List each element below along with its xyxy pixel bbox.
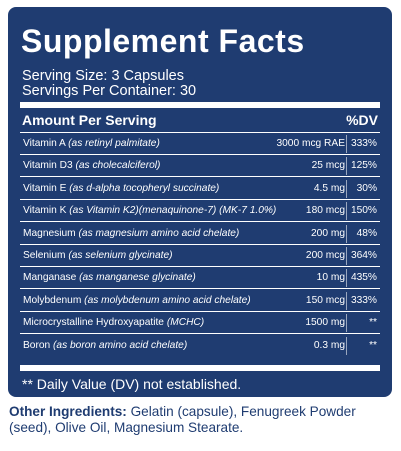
nutrient-source: (as selenium glycinate)	[68, 250, 173, 261]
nutrient-source: (as molybdenum amino acid chelate)	[84, 294, 251, 306]
nutrient-source: (as Vitamin K2)(menaquinone-7) (MK-7 1.0…	[69, 205, 277, 217]
nutrient-row: Microcrystalline Hydroxyapatite (MCHC) 15…	[20, 312, 380, 335]
nutrient-label: Molybdenum	[23, 294, 82, 306]
row-divider	[20, 310, 380, 312]
nutrient-name: Vitamin D3 (as cholecalciferol)	[23, 155, 160, 177]
dv-header: %DV	[346, 112, 378, 128]
nutrient-amount: 10 mg	[316, 272, 345, 284]
column-divider	[346, 179, 347, 198]
nutrient-daily-value: 435%	[350, 272, 377, 284]
nutrient-source: (as manganese glycinate)	[79, 272, 196, 284]
nutrient-amount: 150 mcg	[305, 294, 345, 306]
column-divider	[346, 314, 347, 333]
supplement-facts-panel: Supplement Facts Serving Size: 3 Capsule…	[8, 7, 392, 397]
nutrient-daily-value: **	[369, 317, 377, 329]
nutrient-source: (as d-alpha tocopheryl succinate)	[69, 182, 220, 194]
daily-value-footnote: ** Daily Value (DV) not established.	[22, 376, 242, 392]
nutrient-row: Molybdenum (as molybdenum amino acid che…	[20, 290, 380, 312]
column-divider	[346, 269, 347, 288]
nutrient-amount: 1500 mg	[305, 317, 345, 329]
nutrient-name: Vitamin E (as d-alpha tocopheryl succina…	[23, 178, 219, 200]
nutrient-name: Selenium (as selenium glycinate)	[23, 245, 173, 267]
nutrient-label: Vitamin E	[23, 182, 67, 194]
row-divider	[20, 288, 380, 290]
nutrient-daily-value: 30%	[356, 182, 377, 194]
nutrient-daily-value: 364%	[350, 250, 377, 261]
nutrient-label: Vitamin D3	[23, 160, 73, 172]
panel-title: Supplement Facts	[21, 23, 305, 59]
nutrient-row: Vitamin E (as d-alpha tocopheryl succina…	[20, 178, 380, 200]
nutrient-source: (as retinyl palmitate)	[68, 138, 160, 149]
header-divider	[20, 132, 380, 133]
nutrient-label: Magnesium	[23, 227, 76, 239]
nutrient-amount: 25 mcg	[311, 160, 345, 172]
nutrient-name: Microcrystalline Hydroxyapatite (MCHC)	[23, 312, 204, 334]
nutrient-daily-value: **	[369, 339, 377, 351]
nutrient-source: (as cholecalciferol)	[75, 160, 161, 172]
nutrient-daily-value: 333%	[350, 294, 377, 306]
serving-size: Serving Size: 3 Capsules	[22, 68, 184, 84]
row-divider	[20, 198, 380, 200]
column-divider	[346, 157, 347, 176]
nutrient-label: Boron	[23, 339, 51, 351]
nutrient-label: Microcrystalline Hydroxyapatite	[23, 317, 164, 329]
row-divider	[20, 176, 380, 178]
nutrient-row: Selenium (as selenium glycinate) 200 mcg 3…	[20, 245, 380, 267]
servings-per-container: Servings Per Container: 30	[22, 83, 197, 99]
nutrient-amount: 200 mg	[311, 227, 345, 239]
nutrient-name: Manganase (as manganese glycinate)	[23, 267, 196, 289]
nutrient-daily-value: 125%	[350, 160, 377, 172]
nutrient-row: Boron (as boron amino acid chelate) 0.3 m…	[20, 335, 380, 357]
other-ingredients-label: Other Ingredients:	[9, 404, 127, 419]
other-ingredients-text: Gelatin (capsule), Fenugreek Powder (see…	[9, 404, 356, 435]
nutrient-label: Manganase	[23, 272, 77, 284]
nutrient-name: Molybdenum (as molybdenum amino acid che…	[23, 290, 251, 312]
nutrient-amount: 180 mcg	[305, 205, 345, 217]
column-divider	[346, 247, 347, 265]
thick-divider-top	[20, 102, 380, 108]
nutrient-amount: 4.5 mg	[313, 182, 345, 194]
nutrient-name: Boron (as boron amino acid chelate)	[23, 335, 187, 357]
nutrient-name: Vitamin K (as Vitamin K2)(menaquinone-7)…	[23, 200, 276, 222]
nutrient-amount: 3000 mcg RAE	[276, 138, 345, 149]
row-divider	[20, 266, 380, 267]
row-divider	[20, 154, 380, 155]
column-divider	[346, 336, 347, 355]
column-divider	[346, 291, 347, 310]
column-header-row: Amount Per Serving %DV	[22, 110, 378, 130]
other-ingredients: Other Ingredients: Gelatin (capsule), Fe…	[9, 404, 393, 436]
column-divider	[346, 224, 347, 243]
row-divider	[20, 221, 380, 223]
amount-per-serving-header: Amount Per Serving	[22, 112, 157, 128]
nutrient-daily-value: 48%	[356, 227, 377, 239]
column-divider	[346, 135, 347, 153]
nutrient-row: Vitamin K (as Vitamin K2)(menaquinone-7)…	[20, 200, 380, 223]
nutrient-row: Manganase (as manganese glycinate) 10 mg 4…	[20, 267, 380, 290]
row-divider	[20, 243, 380, 245]
nutrient-source: (as boron amino acid chelate)	[53, 339, 188, 351]
nutrient-name: Vitamin A (as retinyl palmitate)	[23, 133, 160, 155]
nutrient-source: (as magnesium amino acid chelate)	[78, 227, 240, 239]
nutrient-name: Magnesium (as magnesium amino acid chela…	[23, 223, 239, 245]
nutrient-amount: 200 mcg	[305, 250, 345, 261]
nutrient-label: Vitamin A	[23, 138, 66, 149]
nutrient-row: Vitamin A (as retinyl palmitate) 3000 mcg…	[20, 133, 380, 155]
nutrient-label: Selenium	[23, 250, 66, 261]
nutrient-source: (MCHC)	[166, 317, 205, 329]
thick-divider-bottom	[20, 365, 380, 371]
nutrient-daily-value: 150%	[350, 205, 377, 217]
row-divider	[20, 333, 380, 335]
nutrient-row: Magnesium (as magnesium amino acid chela…	[20, 223, 380, 245]
nutrient-row: Vitamin D3 (as cholecalciferol) 25 mcg 125…	[20, 155, 380, 178]
nutrient-label: Vitamin K	[23, 205, 67, 217]
nutrient-daily-value: 333%	[350, 138, 377, 149]
nutrient-amount: 0.3 mg	[313, 339, 345, 351]
column-divider	[346, 202, 347, 221]
